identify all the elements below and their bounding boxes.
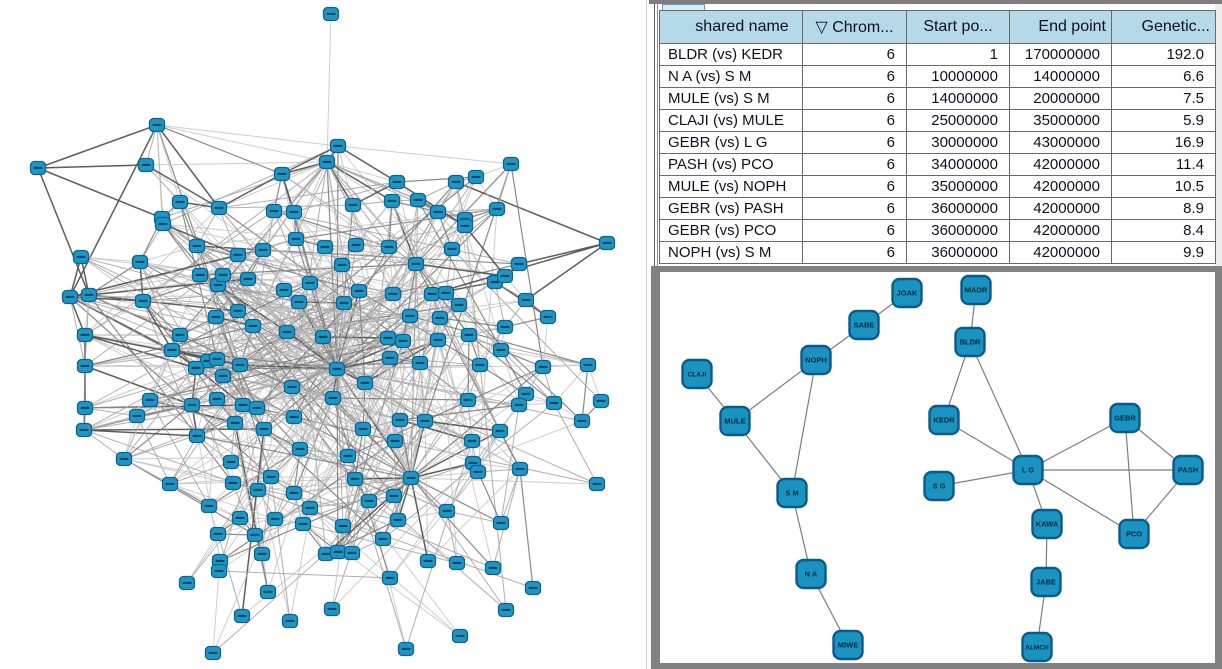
svg-text:JABE: JABE [1036,578,1056,587]
svg-text:MULE: MULE [724,417,745,426]
svg-text:GEBR: GEBR [1114,414,1136,423]
svg-text:L G: L G [1022,466,1035,475]
svg-text:S G: S G [933,482,946,491]
svg-text:PASH: PASH [1178,466,1198,475]
svg-text:CLAJI: CLAJI [688,372,707,379]
svg-text:NOPH: NOPH [805,356,827,365]
svg-text:N A: N A [805,570,818,579]
svg-text:ALMCH: ALMCH [1025,645,1049,652]
svg-text:JOAK: JOAK [897,289,918,298]
svg-text:S M: S M [785,489,798,498]
svg-text:BLDR: BLDR [960,338,981,347]
svg-text:MADR: MADR [965,286,988,295]
svg-text:PCO: PCO [1126,530,1142,539]
svg-text:SABE: SABE [854,321,875,330]
svg-text:MIWE: MIWE [838,641,858,650]
svg-text:KEDR: KEDR [933,416,955,425]
svg-text:KAWA: KAWA [1036,520,1059,529]
